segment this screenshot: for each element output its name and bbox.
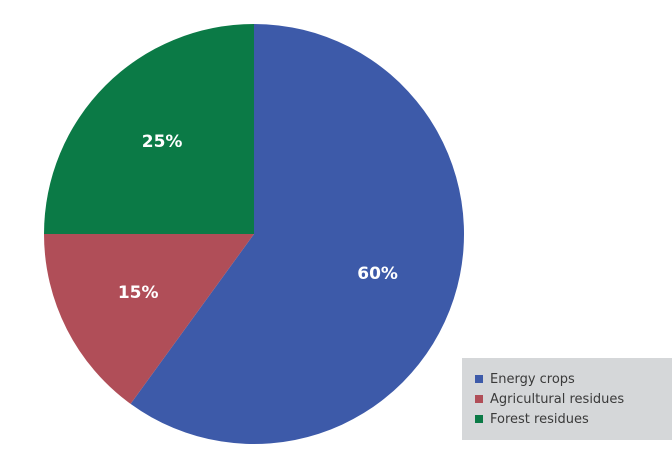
legend-label: Forest residues <box>490 411 589 427</box>
pie-slice-energy-crops <box>130 24 465 444</box>
legend-item-energy-crops: Energy crops <box>475 369 672 389</box>
legend-label: Energy crops <box>490 371 575 387</box>
slice-label: 15% <box>118 283 159 303</box>
legend-swatch <box>475 375 483 383</box>
pie-slice-agricultural-residues <box>44 234 254 404</box>
slice-label: 25% <box>142 132 183 152</box>
legend-item-forest-residues: Forest residues <box>475 409 672 429</box>
pie-slice-forest-residues <box>44 24 254 234</box>
legend-swatch <box>475 395 483 403</box>
legend-swatch <box>475 415 483 423</box>
pie-slices <box>44 24 465 444</box>
legend-item-agricultural-residues: Agricultural residues <box>475 389 672 409</box>
legend: Energy crops Agricultural residues Fores… <box>462 358 672 440</box>
legend-label: Agricultural residues <box>490 391 625 407</box>
slice-label: 60% <box>357 264 398 284</box>
pie-labels: 60% 15% 25% <box>118 132 398 303</box>
